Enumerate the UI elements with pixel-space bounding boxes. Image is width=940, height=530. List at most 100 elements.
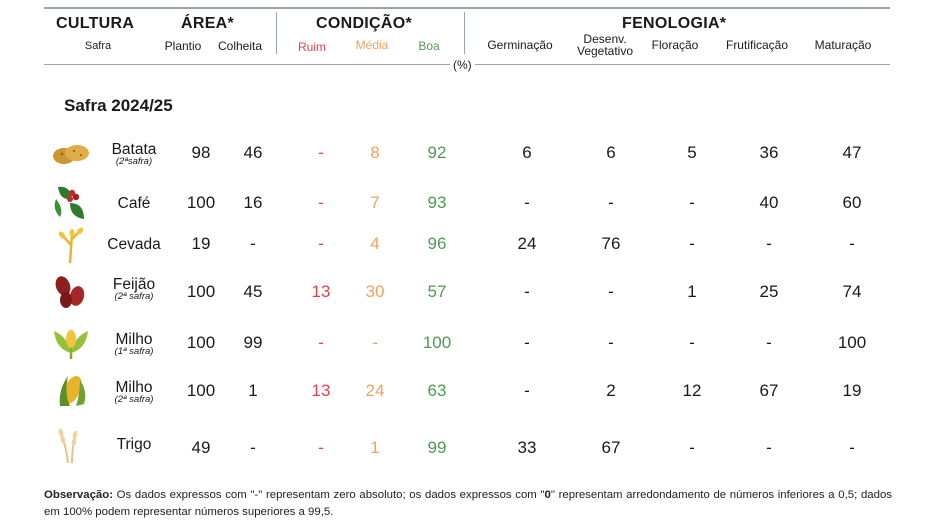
crop-subtitle: (2ªsafra) — [115, 156, 153, 167]
header-desenv-vegetativo: Desenv. Vegetativo — [577, 33, 633, 57]
cell-maturacao: 19 — [842, 381, 862, 400]
cell-frutificacao: 40 — [759, 193, 779, 212]
cell-colheita: 16 — [243, 193, 263, 212]
wheat-icon — [58, 428, 78, 464]
cell-plantio: 100 — [186, 193, 216, 212]
cell-frutificacao: - — [766, 234, 772, 253]
cell-media: - — [372, 333, 378, 352]
cell-plantio: 100 — [186, 381, 216, 400]
table-row: Cevada — [0, 225, 940, 265]
cell-ruim: - — [318, 143, 324, 162]
corn-cob-icon — [59, 375, 86, 406]
table-row: Milho (2ª safra) — [0, 370, 940, 410]
divider-condicao-fenologia — [464, 12, 465, 54]
cell-ruim: - — [318, 234, 324, 253]
cell-colheita: 1 — [248, 381, 258, 400]
crop-label: Milho (1ª safra) — [115, 332, 154, 357]
cell-plantio: 98 — [191, 143, 211, 162]
cell-colheita: - — [250, 234, 256, 253]
cell-maturacao: 100 — [837, 333, 867, 352]
header-unit-percent: (%) — [450, 58, 475, 72]
crop-label: Milho (2ª safra) — [115, 380, 154, 405]
cell-floracao: - — [689, 234, 695, 253]
cell-media: 8 — [370, 143, 380, 162]
cell-maturacao: - — [849, 234, 855, 253]
cell-desenv-vegetativo: - — [608, 282, 614, 301]
cell-germinacao: - — [524, 381, 530, 400]
cell-ruim: - — [318, 333, 324, 352]
header-media: Média — [355, 38, 389, 52]
crop-name: Feijão — [112, 276, 156, 293]
cell-desenv-vegetativo: - — [608, 193, 614, 212]
table-row: Café — [0, 183, 940, 223]
footnote: Observação: Os dados expressos com "-" r… — [44, 487, 892, 521]
divider-area-condicao — [276, 12, 277, 54]
cell-plantio: 100 — [186, 333, 216, 352]
crop-label: Feijão (2ª safra) — [113, 277, 155, 302]
crop-name: Milho — [115, 331, 153, 348]
header-fenologia: FENOLOGIA* — [622, 15, 727, 32]
cell-floracao: - — [689, 438, 695, 457]
section-title: Safra 2024/25 — [64, 96, 173, 115]
crop-subtitle: (2ª safra) — [114, 291, 154, 302]
header-safra: Safra — [84, 40, 112, 52]
coffee-icon — [54, 186, 84, 219]
cell-plantio: 100 — [186, 282, 216, 301]
crop-subtitle: (1ª safra) — [114, 346, 154, 357]
crop-label: Cevada — [107, 236, 161, 253]
cell-ruim: 13 — [311, 282, 331, 301]
crop-name: Cevada — [107, 236, 161, 253]
table-row: Trigo — [0, 427, 940, 467]
header-top-rule — [44, 7, 890, 9]
cell-media: 24 — [365, 381, 385, 400]
header-frutificacao: Frutificação — [725, 38, 789, 52]
header-desenv-line1: Desenv. — [583, 32, 627, 46]
crop-name: Café — [117, 195, 151, 212]
cell-maturacao: 74 — [842, 282, 862, 301]
cell-desenv-vegetativo: 67 — [601, 438, 621, 457]
cell-colheita: 46 — [243, 143, 263, 162]
crop-label: Café — [117, 195, 151, 212]
cell-germinacao: - — [524, 282, 530, 301]
footnote-label: Observação: — [44, 489, 114, 501]
header-cultura: CULTURA — [56, 15, 135, 32]
crop-name: Batata — [111, 141, 157, 158]
cell-ruim: 13 — [311, 381, 331, 400]
cell-maturacao: - — [849, 438, 855, 457]
cell-ruim: - — [318, 438, 324, 457]
crop-label: Batata (2ªsafra) — [112, 142, 157, 167]
cell-desenv-vegetativo: 2 — [606, 381, 616, 400]
cell-boa: 99 — [427, 438, 447, 457]
header-boa: Boa — [418, 39, 440, 53]
cell-boa: 57 — [427, 282, 447, 301]
cell-boa: 93 — [427, 193, 447, 212]
cell-desenv-vegetativo: - — [608, 333, 614, 352]
cell-desenv-vegetativo: 76 — [601, 234, 621, 253]
footnote-text-1: Os dados expressos com "-" representam z… — [113, 489, 545, 501]
cell-floracao: - — [689, 333, 695, 352]
header-desenv-line2: Vegetativo — [576, 44, 634, 58]
header-plantio: Plantio — [164, 39, 202, 53]
cell-frutificacao: 36 — [759, 143, 779, 162]
crop-subtitle: (2ª safra) — [114, 394, 154, 405]
header-germinacao: Germinação — [487, 38, 553, 52]
cell-desenv-vegetativo: 6 — [606, 143, 616, 162]
header-condicao: CONDIÇÃO* — [316, 15, 413, 32]
crop-label: Trigo — [116, 436, 152, 453]
bean-icon — [55, 276, 85, 308]
barley-icon — [58, 227, 84, 264]
cell-colheita: - — [250, 438, 256, 457]
cell-frutificacao: 67 — [759, 381, 779, 400]
cell-floracao: 5 — [687, 143, 697, 162]
cell-germinacao: 24 — [517, 234, 537, 253]
crop-name: Trigo — [116, 436, 152, 453]
cell-colheita: 99 — [243, 333, 263, 352]
cell-germinacao: - — [524, 333, 530, 352]
table-row: Milho (1ª safra) — [0, 323, 940, 363]
cell-ruim: - — [318, 193, 324, 212]
cell-floracao: - — [689, 193, 695, 212]
header-floracao: Floração — [651, 38, 699, 52]
cell-floracao: 1 — [687, 282, 697, 301]
cell-germinacao: - — [524, 193, 530, 212]
cell-media: 4 — [370, 234, 380, 253]
